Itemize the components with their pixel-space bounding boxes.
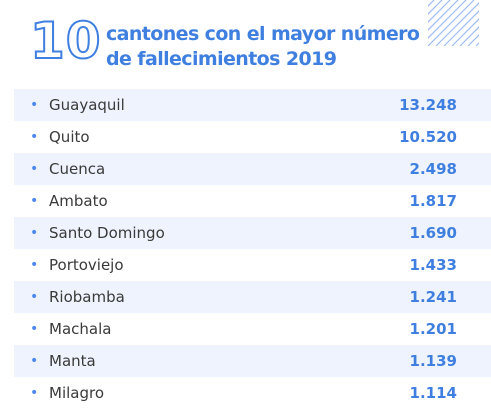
death-count-value: 1.241 (409, 288, 457, 306)
canton-name: Manta (49, 352, 96, 370)
canton-name: Portoviejo (49, 256, 124, 274)
bullet-icon: • (30, 257, 39, 273)
death-count-value: 1.433 (409, 256, 457, 274)
death-count-value: 1.114 (409, 384, 457, 402)
table-row: • Manta 1.139 (14, 345, 491, 377)
bullet-icon: • (30, 321, 39, 337)
table-row: • Quito 10.520 (14, 121, 491, 153)
death-count-value: 2.498 (409, 160, 457, 178)
canton-name: Quito (49, 128, 90, 146)
canton-name: Milagro (49, 384, 105, 402)
bullet-icon: • (30, 225, 39, 241)
title-line-1: cantones con el mayor número (106, 23, 420, 45)
table-row: • Machala 1.201 (14, 313, 491, 345)
bullet-icon: • (30, 97, 39, 113)
chart-title: cantones con el mayor número de fallecim… (106, 22, 420, 72)
chart-header: 10 cantones con el mayor número de falle… (0, 0, 491, 80)
table-row: • Portoviejo 1.433 (14, 249, 491, 281)
diagonal-hatch-decoration (428, 0, 479, 46)
table-row: • Cuenca 2.498 (14, 153, 491, 185)
table-row: • Ambato 1.817 (14, 185, 491, 217)
bullet-icon: • (30, 385, 39, 401)
ranking-table: • Guayaquil 13.248 • Quito 10.520 • Cuenca 2.498… (14, 89, 491, 409)
bullet-icon: • (30, 353, 39, 369)
rank-count-number: 10 (29, 12, 102, 70)
canton-name: Riobamba (49, 288, 125, 306)
table-row: • Guayaquil 13.248 (14, 89, 491, 121)
death-count-value: 1.817 (409, 192, 457, 210)
table-row: • Riobamba 1.241 (14, 281, 491, 313)
bullet-icon: • (30, 289, 39, 305)
canton-name: Cuenca (49, 160, 106, 178)
bullet-icon: • (30, 161, 39, 177)
death-count-value: 1.690 (409, 224, 457, 242)
canton-name: Ambato (49, 192, 108, 210)
title-line-2: de fallecimientos 2019 (106, 48, 337, 70)
canton-name: Guayaquil (49, 96, 125, 114)
bullet-icon: • (30, 193, 39, 209)
canton-name: Santo Domingo (49, 224, 165, 242)
death-count-value: 10.520 (399, 128, 457, 146)
table-row: • Milagro 1.114 (14, 377, 491, 409)
table-row: • Santo Domingo 1.690 (14, 217, 491, 249)
canton-name: Machala (49, 320, 112, 338)
bullet-icon: • (30, 129, 39, 145)
death-count-value: 1.201 (409, 320, 457, 338)
death-count-value: 13.248 (399, 96, 457, 114)
death-count-value: 1.139 (409, 352, 457, 370)
